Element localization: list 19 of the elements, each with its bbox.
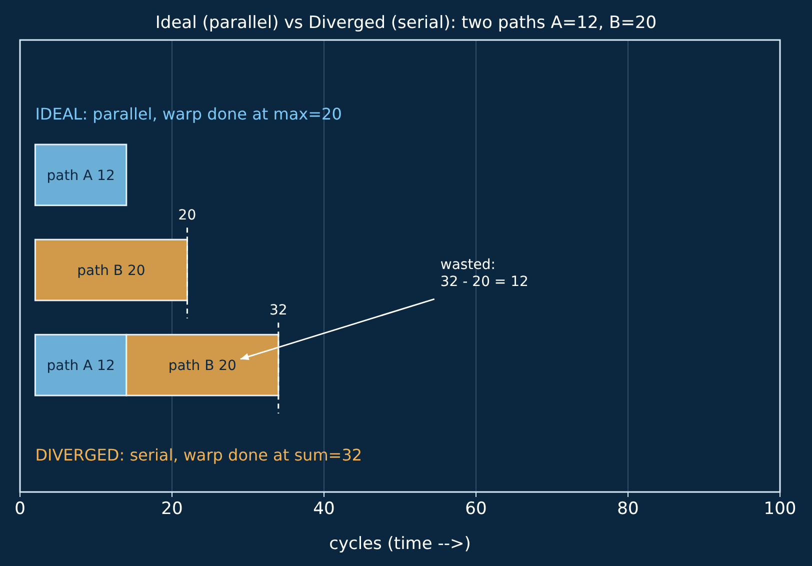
x-tick-label: 80 (617, 499, 639, 519)
annotation: wasted: 32 - 20 = 12 (440, 257, 528, 290)
x-tick-label: 0 (14, 499, 26, 519)
data-label: path A 12 (46, 168, 115, 184)
annotation: 20 (178, 208, 196, 224)
bar (34, 144, 128, 206)
data-label: path B 20 (168, 358, 236, 374)
x-axis-title: cycles (time -->) (329, 534, 471, 554)
data-label: path A 12 (46, 358, 115, 374)
x-tick-label: 60 (465, 499, 487, 519)
x-tick-label: 20 (161, 499, 183, 519)
data-label: path B 20 (77, 262, 146, 279)
annotation: DIVERGED: serial, warp done at sum=32 (35, 445, 362, 464)
annotation: IDEAL: parallel, warp done at max=20 (35, 104, 342, 124)
chart-title: Ideal (parallel) vs Diverged (serial): two paths A=12, B=20 (155, 13, 657, 33)
annotation: 32 (269, 302, 288, 319)
bar (34, 238, 188, 302)
x-tick-label: 40 (313, 499, 335, 519)
x-tick-label: 100 (764, 499, 796, 519)
